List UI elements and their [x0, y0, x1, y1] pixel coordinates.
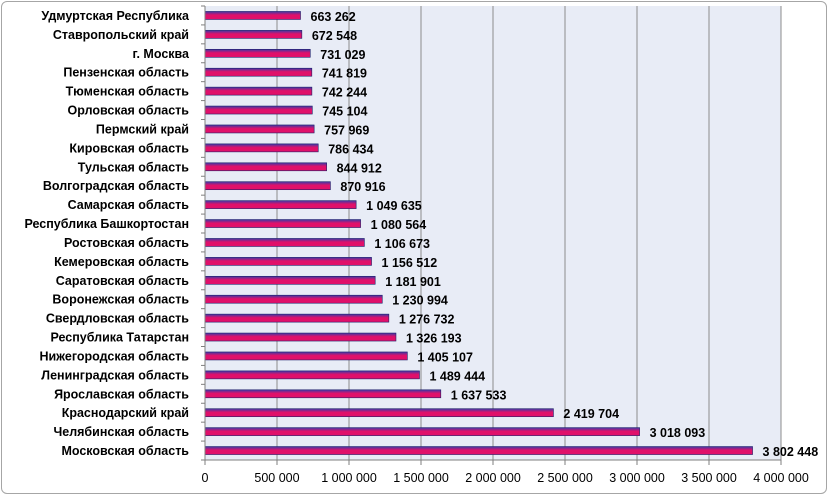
- data-label: 731 029: [320, 48, 365, 62]
- bar: [204, 294, 383, 304]
- category-label: Ярославская область: [54, 387, 189, 401]
- data-label: 1 489 444: [429, 369, 485, 383]
- data-label: 844 912: [337, 161, 382, 175]
- bar: [204, 124, 315, 134]
- bar: [204, 257, 372, 266]
- category-label: Ростовская область: [64, 236, 189, 250]
- category-label: Волгоградская область: [43, 179, 189, 193]
- x-tick-label: 500 000: [254, 471, 299, 485]
- category-label: Тюменская область: [66, 85, 190, 99]
- x-tick-label: 0: [202, 471, 209, 485]
- data-label: 663 262: [311, 10, 356, 24]
- data-label: 786 434: [328, 142, 373, 156]
- category-label: Республика Татарстан: [50, 331, 189, 345]
- bar: [204, 370, 420, 380]
- category-label: Воронежская область: [52, 293, 189, 307]
- bar: [204, 389, 442, 399]
- category-label: Пензенская область: [63, 66, 189, 80]
- data-label: 1 049 635: [366, 199, 422, 213]
- data-label: 1 181 901: [385, 275, 441, 289]
- x-tick-label: 1 500 000: [393, 471, 449, 485]
- data-label: 742 244: [322, 86, 367, 100]
- bar: [204, 351, 408, 361]
- x-tick-label: 2 000 000: [465, 471, 521, 485]
- category-label: Кемеровская область: [54, 255, 189, 269]
- data-label: 1 326 193: [406, 332, 462, 346]
- data-label: 1 276 732: [399, 313, 455, 327]
- category-label: Свердловская область: [46, 312, 189, 326]
- bar: [204, 408, 554, 418]
- bar: [204, 143, 319, 153]
- data-label: 1 080 564: [371, 218, 427, 232]
- x-tick-label: 2 500 000: [537, 471, 593, 485]
- data-label: 1 230 994: [392, 294, 448, 308]
- data-label: 1 405 107: [417, 350, 473, 364]
- data-label: 870 916: [340, 180, 385, 194]
- category-label: Ставропольский край: [53, 28, 189, 42]
- category-label: Республика Башкортостан: [24, 217, 189, 231]
- x-tick-label: 3 500 000: [681, 471, 737, 485]
- category-label: Самарская область: [68, 198, 190, 212]
- category-label: Тульская область: [78, 160, 190, 174]
- category-label: Кировская область: [69, 141, 189, 155]
- data-label: 1 156 512: [382, 256, 438, 270]
- data-label: 741 819: [322, 67, 367, 81]
- category-label: Саратовская область: [56, 274, 190, 288]
- data-label: 3 018 093: [650, 426, 706, 440]
- bar: [204, 162, 327, 172]
- category-label: Ленинградская область: [41, 368, 189, 382]
- category-label: Челябинская область: [53, 425, 189, 439]
- x-tick-label: 4 000 000: [753, 471, 809, 485]
- x-tick-label: 3 000 000: [609, 471, 665, 485]
- bar: [204, 427, 640, 436]
- category-label: Нижегородская область: [39, 349, 189, 363]
- bar: [204, 275, 376, 285]
- bar: [204, 446, 753, 455]
- data-label: 672 548: [312, 29, 357, 43]
- data-label: 3 802 448: [763, 445, 819, 459]
- category-label: Пермский край: [96, 122, 189, 136]
- category-label: г. Москва: [133, 47, 191, 61]
- bar: [204, 105, 313, 115]
- data-label: 757 969: [324, 123, 369, 137]
- bar: [204, 313, 390, 323]
- x-tick-label: 1 000 000: [321, 471, 377, 485]
- bar: [204, 181, 331, 191]
- category-label: Московская область: [61, 444, 189, 458]
- bar: [204, 48, 311, 58]
- data-label: 1 106 673: [374, 237, 430, 251]
- bar: [204, 11, 301, 20]
- bar: [204, 219, 361, 228]
- bar: [204, 30, 303, 39]
- category-label: Краснодарский край: [62, 406, 189, 420]
- data-label: 2 419 704: [563, 407, 619, 421]
- data-label: 745 104: [322, 105, 367, 119]
- bar: [204, 200, 357, 209]
- bar: [204, 332, 397, 342]
- bar: [204, 238, 365, 247]
- data-label: 1 637 533: [451, 388, 507, 402]
- category-label: Орловская область: [68, 104, 190, 118]
- bar: [204, 86, 313, 96]
- bar: [204, 67, 313, 77]
- category-label: Удмуртская Республика: [41, 9, 190, 23]
